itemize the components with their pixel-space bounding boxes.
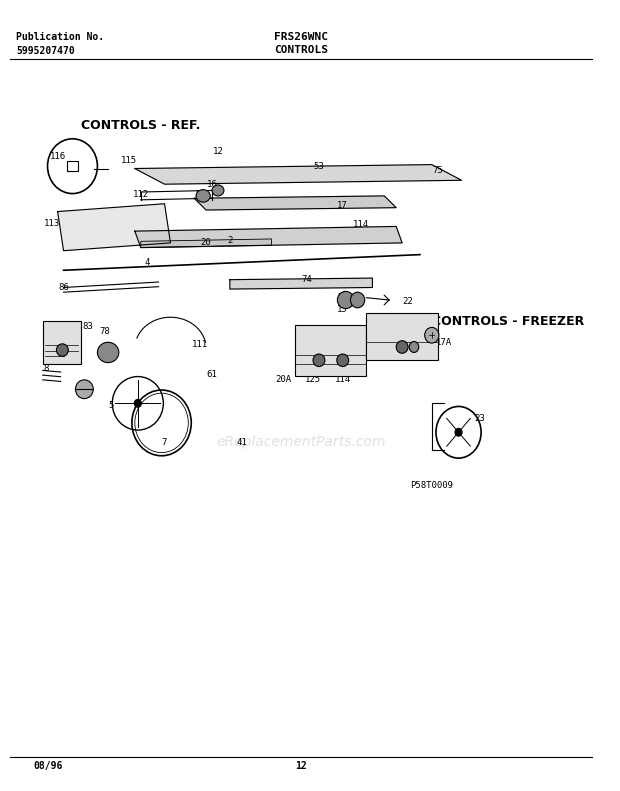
Polygon shape: [194, 196, 396, 210]
Polygon shape: [135, 165, 461, 184]
Text: FRS26WNC: FRS26WNC: [274, 32, 328, 42]
Text: 7: 7: [162, 438, 167, 447]
Ellipse shape: [196, 190, 210, 202]
Text: 5: 5: [108, 401, 113, 411]
Text: 20: 20: [201, 238, 211, 248]
Text: 14: 14: [46, 340, 57, 349]
Ellipse shape: [409, 342, 419, 353]
Text: 12: 12: [213, 147, 223, 156]
Text: 15: 15: [337, 305, 348, 314]
Text: 78: 78: [100, 327, 110, 336]
Text: 4: 4: [144, 258, 149, 267]
Text: CONTROLS - REF.: CONTROLS - REF.: [81, 119, 201, 132]
Text: 08/96: 08/96: [34, 761, 63, 771]
Text: 9: 9: [79, 381, 84, 391]
Text: 74: 74: [302, 275, 312, 284]
Ellipse shape: [135, 399, 141, 407]
Bar: [66, 161, 78, 171]
Text: 3: 3: [334, 354, 340, 362]
Text: 17A: 17A: [436, 338, 452, 346]
Polygon shape: [135, 226, 402, 248]
Ellipse shape: [337, 291, 354, 308]
Text: 86: 86: [58, 283, 69, 292]
Ellipse shape: [337, 354, 348, 366]
Text: 41: 41: [236, 438, 247, 447]
Text: 75: 75: [432, 166, 443, 176]
Text: 17: 17: [337, 201, 348, 210]
Text: 116: 116: [50, 153, 66, 161]
Ellipse shape: [313, 354, 325, 366]
Text: 115: 115: [121, 156, 137, 165]
Ellipse shape: [396, 341, 408, 354]
Ellipse shape: [212, 185, 224, 196]
Text: CONTROLS - FREEZER: CONTROLS - FREEZER: [432, 315, 584, 327]
Ellipse shape: [76, 380, 93, 399]
Text: 83: 83: [82, 322, 93, 331]
Text: 113: 113: [43, 219, 60, 228]
Text: 61: 61: [206, 370, 218, 379]
Text: 22: 22: [402, 297, 414, 306]
Text: eReplacementParts.com: eReplacementParts.com: [216, 436, 386, 449]
Text: 20A: 20A: [275, 376, 291, 384]
Ellipse shape: [350, 292, 365, 308]
Text: 114: 114: [353, 221, 369, 229]
Ellipse shape: [97, 343, 119, 362]
Ellipse shape: [425, 327, 439, 343]
Bar: [366, 313, 438, 360]
Text: 16: 16: [206, 180, 218, 189]
Text: 13: 13: [100, 346, 110, 354]
Text: 21: 21: [337, 293, 348, 302]
Ellipse shape: [56, 344, 68, 357]
Text: 8: 8: [43, 364, 48, 373]
Text: 15: 15: [195, 190, 206, 199]
Text: 18: 18: [427, 328, 437, 338]
Text: 23: 23: [474, 414, 485, 423]
Polygon shape: [141, 239, 272, 248]
Text: P58T0009: P58T0009: [410, 481, 453, 490]
Text: 111: 111: [192, 340, 208, 349]
Text: 53: 53: [314, 161, 324, 171]
Text: 2: 2: [227, 236, 232, 245]
Text: 5995207470: 5995207470: [16, 46, 75, 55]
Polygon shape: [230, 278, 373, 289]
Ellipse shape: [455, 429, 462, 436]
Text: 112: 112: [133, 190, 149, 199]
Bar: [295, 325, 366, 376]
Text: 12: 12: [295, 761, 307, 771]
Bar: [43, 321, 81, 364]
Text: 125: 125: [305, 376, 321, 384]
Polygon shape: [58, 204, 170, 251]
Text: Publication No.: Publication No.: [16, 32, 104, 42]
Text: 114: 114: [335, 376, 351, 384]
Text: CONTROLS: CONTROLS: [274, 45, 328, 55]
